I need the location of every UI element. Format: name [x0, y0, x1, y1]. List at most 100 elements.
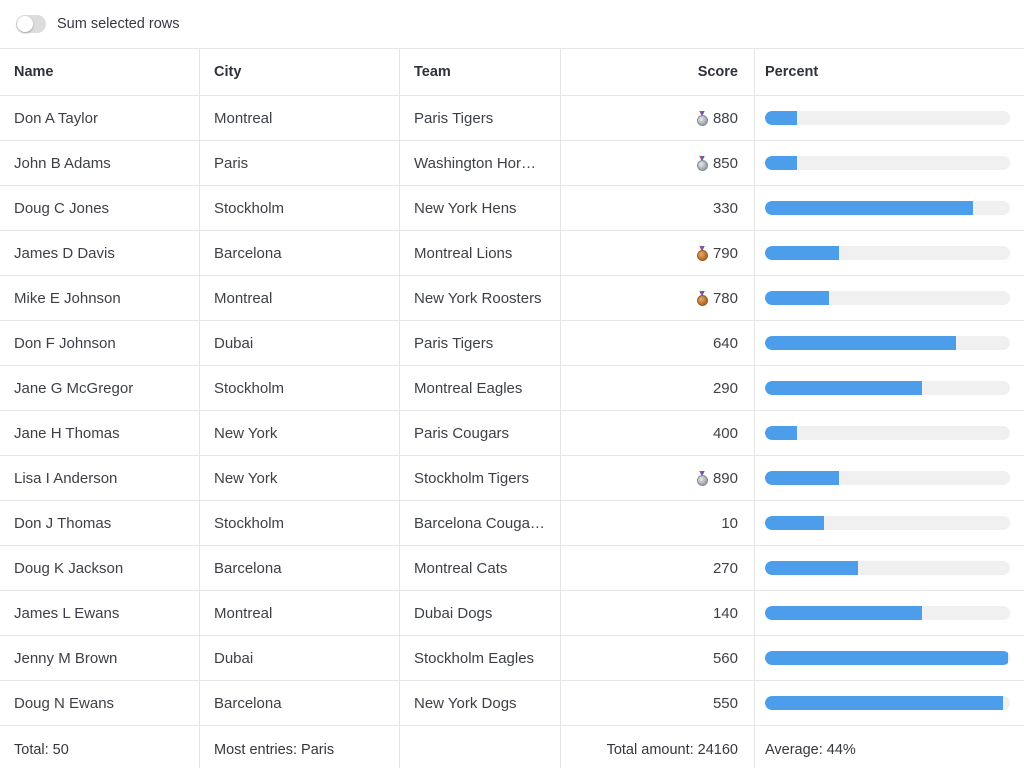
cell-percent: [755, 141, 1024, 186]
cell-city: Barcelona: [200, 546, 400, 591]
cell-score: 790: [561, 231, 755, 276]
table-row[interactable]: Jane H Thomas New York Paris Cougars 400: [0, 411, 1024, 456]
percent-bar-track: [765, 246, 1010, 260]
score-value: 400: [712, 424, 738, 442]
table-header-row: Name City Team Score Percent: [0, 48, 1024, 96]
table-row[interactable]: Don J Thomas Stockholm Barcelona Couga… …: [0, 501, 1024, 546]
score-value: 140: [712, 604, 738, 622]
column-header-city[interactable]: City: [200, 48, 400, 96]
percent-bar-fill: [765, 201, 974, 215]
column-header-name[interactable]: Name: [0, 48, 200, 96]
cell-name: Jane H Thomas: [0, 411, 200, 456]
percent-bar-track: [765, 111, 1010, 125]
percent-bar-track: [765, 201, 1010, 215]
table-row[interactable]: Mike E Johnson Montreal New York Rooster…: [0, 276, 1024, 321]
cell-city: Paris: [200, 141, 400, 186]
table-footer-row: Total: 50 Most entries: Paris Total amou…: [0, 726, 1024, 768]
percent-bar-track: [765, 426, 1010, 440]
cell-percent: [755, 681, 1024, 726]
table-row[interactable]: Jenny M Brown Dubai Stockholm Eagles 560: [0, 636, 1024, 681]
cell-team: Montreal Cats: [400, 546, 561, 591]
cell-score: 10: [561, 501, 755, 546]
cell-percent: [755, 321, 1024, 366]
cell-name: Doug C Jones: [0, 186, 200, 231]
cell-score: 780: [561, 276, 755, 321]
cell-percent: [755, 96, 1024, 141]
cell-score: 330: [561, 186, 755, 231]
percent-bar-fill: [765, 246, 839, 260]
cell-name: Doug N Ewans: [0, 681, 200, 726]
percent-bar-fill: [765, 426, 797, 440]
score-value: 10: [721, 514, 738, 532]
score-value: 890: [712, 469, 738, 487]
cell-team: Barcelona Couga…: [400, 501, 561, 546]
cell-city: New York: [200, 411, 400, 456]
cell-score: 270: [561, 546, 755, 591]
table-row[interactable]: Don F Johnson Dubai Paris Tigers 640: [0, 321, 1024, 366]
cell-name: Don A Taylor: [0, 96, 200, 141]
cell-city: Dubai: [200, 321, 400, 366]
footer-most-entries: Most entries: Paris: [200, 726, 400, 768]
cell-team: New York Dogs: [400, 681, 561, 726]
table-row[interactable]: Doug K Jackson Barcelona Montreal Cats 2…: [0, 546, 1024, 591]
cell-team: Montreal Lions: [400, 231, 561, 276]
percent-bar-fill: [765, 516, 824, 530]
cell-percent: [755, 366, 1024, 411]
score-value: 560: [712, 649, 738, 667]
cell-name: Jane G McGregor: [0, 366, 200, 411]
percent-bar-fill: [765, 156, 797, 170]
cell-percent: [755, 231, 1024, 276]
sum-selected-rows-toggle[interactable]: [16, 15, 46, 33]
cell-city: Barcelona: [200, 681, 400, 726]
cell-team: Washington Hor…: [400, 141, 561, 186]
score-value: 850: [712, 154, 738, 172]
cell-name: James L Ewans: [0, 591, 200, 636]
score-value: 270: [712, 559, 738, 577]
score-value: 550: [712, 694, 738, 712]
cell-name: Jenny M Brown: [0, 636, 200, 681]
percent-bar-fill: [765, 696, 1003, 710]
percent-bar-track: [765, 156, 1010, 170]
cell-team: Stockholm Eagles: [400, 636, 561, 681]
cell-score: 140: [561, 591, 755, 636]
table-body: Don A Taylor Montreal Paris Tigers 880 J…: [0, 96, 1024, 726]
table-row[interactable]: James D Davis Barcelona Montreal Lions 7…: [0, 231, 1024, 276]
cell-score: 880: [561, 96, 755, 141]
cell-percent: [755, 456, 1024, 501]
cell-city: Montreal: [200, 276, 400, 321]
footer-total-amount: Total amount: 24160: [561, 726, 755, 768]
column-header-team[interactable]: Team: [400, 48, 561, 96]
table-row[interactable]: Doug N Ewans Barcelona New York Dogs 550: [0, 681, 1024, 726]
percent-bar-track: [765, 696, 1010, 710]
bronze-medal-icon: [697, 246, 709, 261]
table-row[interactable]: Jane G McGregor Stockholm Montreal Eagle…: [0, 366, 1024, 411]
score-value: 790: [712, 244, 738, 262]
table-row[interactable]: Lisa I Anderson New York Stockholm Tiger…: [0, 456, 1024, 501]
cell-name: Don J Thomas: [0, 501, 200, 546]
data-table: Name City Team Score Percent Don A Taylo…: [0, 48, 1024, 768]
cell-city: Stockholm: [200, 186, 400, 231]
percent-bar-fill: [765, 111, 797, 125]
cell-team: New York Hens: [400, 186, 561, 231]
table-row[interactable]: James L Ewans Montreal Dubai Dogs 140: [0, 591, 1024, 636]
percent-bar-track: [765, 651, 1010, 665]
cell-score: 890: [561, 456, 755, 501]
table-row[interactable]: Doug C Jones Stockholm New York Hens 330: [0, 186, 1024, 231]
percent-bar-fill: [765, 561, 859, 575]
table-row[interactable]: John B Adams Paris Washington Hor… 850: [0, 141, 1024, 186]
table-row[interactable]: Don A Taylor Montreal Paris Tigers 880: [0, 96, 1024, 141]
cell-name: John B Adams: [0, 141, 200, 186]
percent-bar-fill: [765, 651, 1008, 665]
cell-name: Don F Johnson: [0, 321, 200, 366]
cell-team: New York Roosters: [400, 276, 561, 321]
bronze-medal-icon: [697, 291, 709, 306]
percent-bar-fill: [765, 381, 922, 395]
cell-city: Stockholm: [200, 366, 400, 411]
cell-percent: [755, 501, 1024, 546]
silver-medal-icon: [697, 111, 709, 126]
column-header-score[interactable]: Score: [561, 48, 755, 96]
cell-city: Stockholm: [200, 501, 400, 546]
footer-total: Total: 50: [0, 726, 200, 768]
score-value: 640: [712, 334, 738, 352]
column-header-percent[interactable]: Percent: [755, 48, 1024, 96]
